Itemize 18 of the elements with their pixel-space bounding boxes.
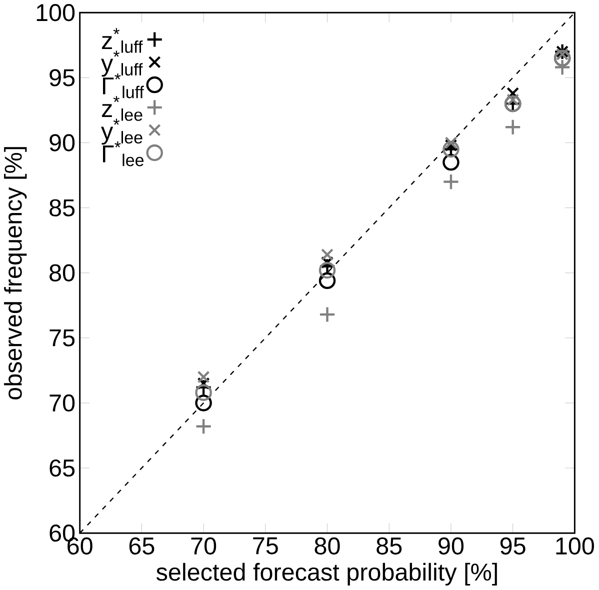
x-tick-label: 75 bbox=[253, 538, 278, 555]
y-tick-label: 100 bbox=[36, 4, 75, 22]
y-tick-label: 65 bbox=[50, 460, 75, 477]
x-tick-label: 95 bbox=[500, 538, 526, 555]
y-tick-label: 75 bbox=[50, 330, 75, 347]
y-tick-label: 85 bbox=[50, 199, 75, 217]
x-tick-label: 70 bbox=[191, 538, 216, 555]
x-tick-label: 80 bbox=[314, 538, 340, 555]
y-tick-label: 90 bbox=[50, 134, 75, 152]
x-axis-title: selected forecast probability [%] bbox=[156, 563, 497, 586]
x-tick-label: 65 bbox=[129, 538, 154, 555]
x-tick-label: 100 bbox=[556, 538, 594, 555]
y-tick-label: 95 bbox=[50, 69, 75, 86]
x-tick-label: 90 bbox=[438, 538, 464, 555]
y-tick-label: 80 bbox=[50, 264, 75, 282]
y-tick-label: 70 bbox=[50, 394, 75, 412]
y-axis-title: observed frequency [%] bbox=[4, 147, 27, 400]
x-tick-label: 85 bbox=[376, 538, 402, 555]
